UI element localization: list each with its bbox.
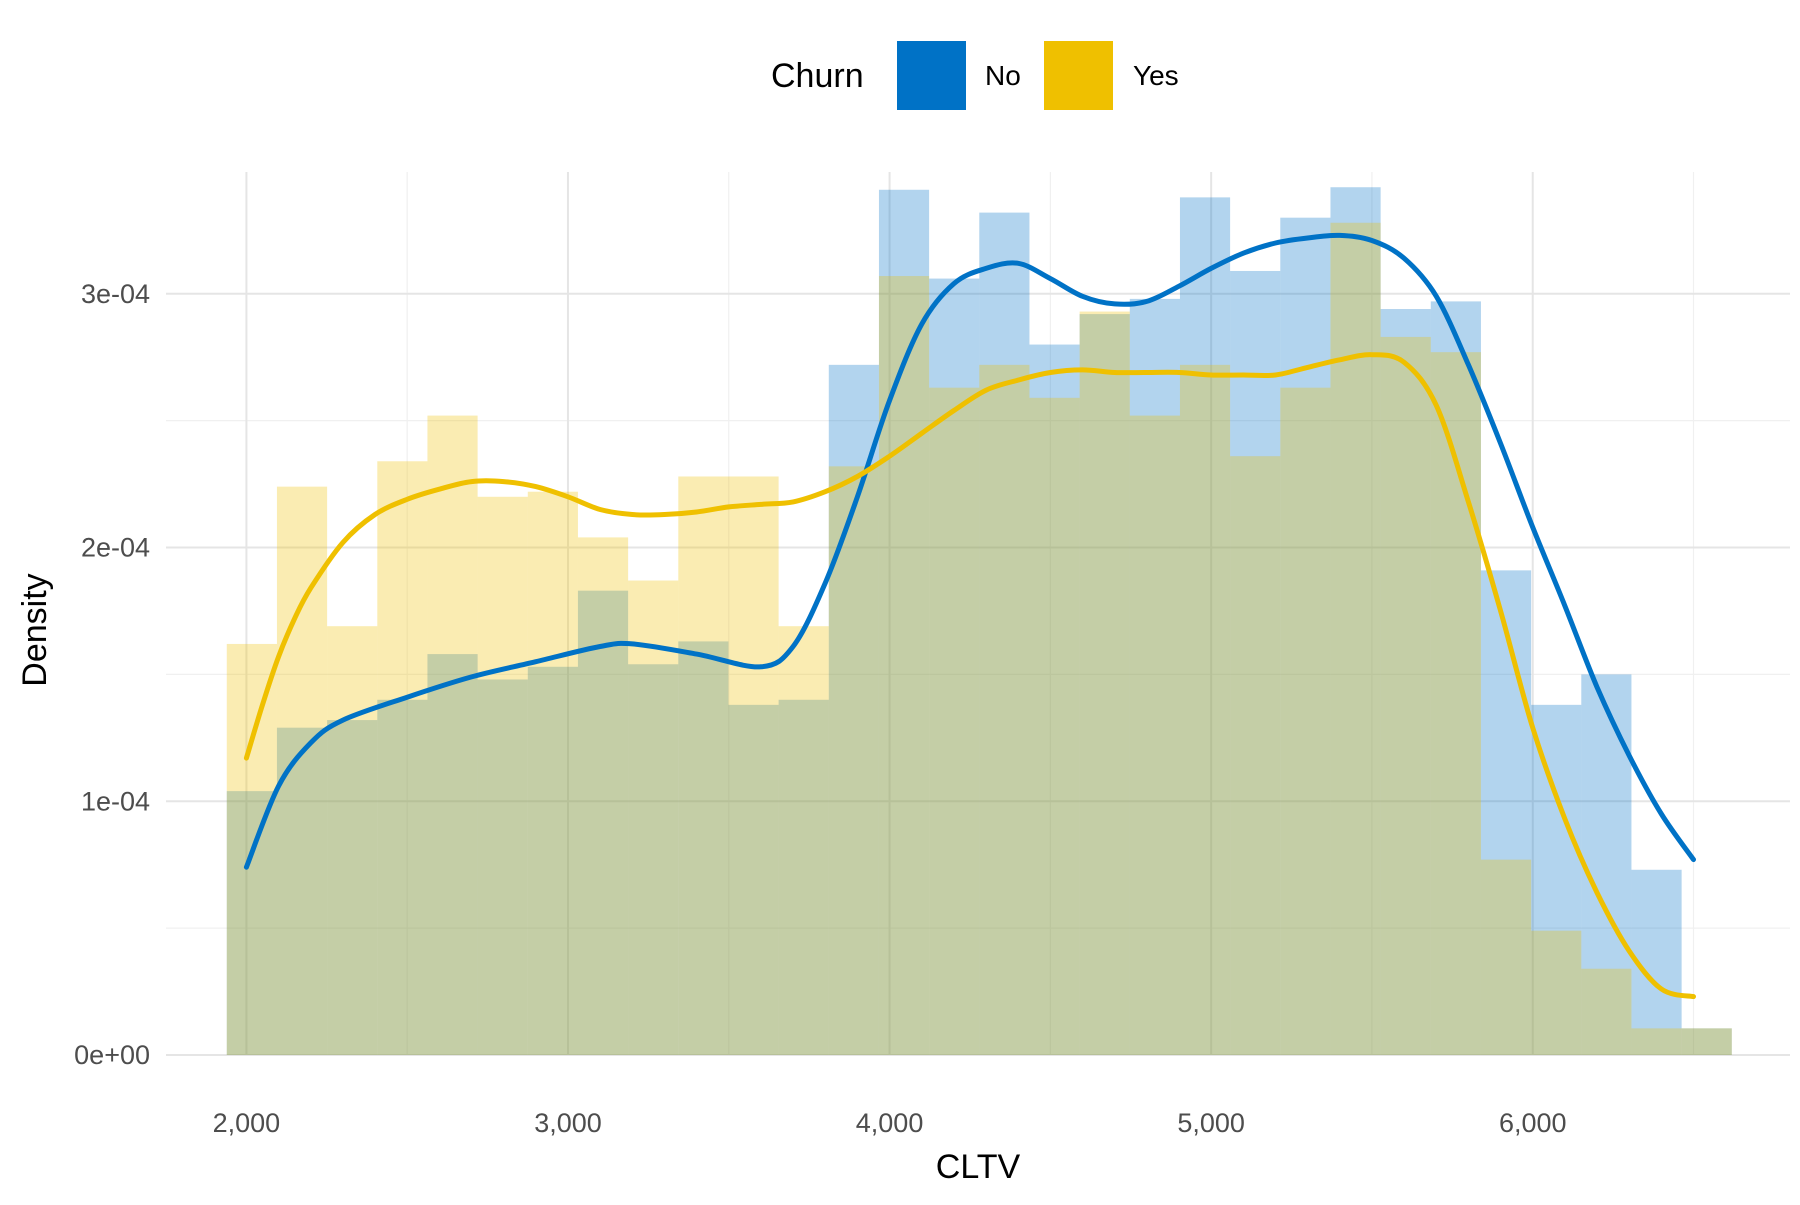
histogram-bar-yes xyxy=(1480,859,1532,1055)
histogram-bar-no xyxy=(1280,217,1331,1055)
x-axis-title: CLTV xyxy=(936,1148,1021,1186)
histogram-bar-yes xyxy=(828,466,879,1055)
histogram-bar-yes xyxy=(1230,456,1281,1055)
histogram-bar-yes xyxy=(477,496,528,1055)
histogram-bar-yes xyxy=(527,491,578,1055)
density-curves xyxy=(243,232,1696,1000)
histogram-bar-no xyxy=(979,212,1030,1055)
y-tick-label: 3e-04 xyxy=(81,279,150,309)
y-axis-title: Density xyxy=(16,573,54,686)
histogram-bar-no xyxy=(1430,301,1481,1056)
y-tick-label: 1e-04 xyxy=(81,786,150,816)
histogram-bar-yes xyxy=(427,415,478,1056)
density-line-no xyxy=(243,232,1696,870)
x-tick-label: 5,000 xyxy=(1177,1108,1245,1138)
y-tick-label: 2e-04 xyxy=(81,533,150,563)
histogram-bar-yes xyxy=(1280,387,1331,1055)
histogram-bar-yes xyxy=(377,461,428,1055)
legend-swatch-yes xyxy=(1044,41,1113,110)
x-tick-label: 4,000 xyxy=(856,1108,924,1138)
histogram-bar-no xyxy=(1681,1028,1732,1055)
legend-title: Churn xyxy=(771,57,864,95)
histogram-bar-no xyxy=(1129,298,1180,1056)
histogram-bar-no xyxy=(427,654,478,1055)
histogram-bar-yes xyxy=(878,276,930,1055)
x-tick-label: 6,000 xyxy=(1499,1108,1567,1138)
histogram-bar-yes xyxy=(1330,222,1381,1055)
density-line-yes xyxy=(243,352,1696,1000)
histogram-bar-no xyxy=(1029,344,1080,1055)
y-axis-tick-labels: 0e+00 1e-04 2e-04 3e-04 xyxy=(74,279,150,1070)
x-tick-label: 2,000 xyxy=(213,1108,281,1138)
histogram-bar-no xyxy=(628,664,679,1055)
legend: Churn No Yes xyxy=(771,41,1179,110)
histogram-bar-yes xyxy=(728,476,779,1055)
x-axis-tick-labels: 2,000 3,000 4,000 5,000 6,000 xyxy=(213,1108,1567,1138)
histogram-bar-no xyxy=(1531,704,1582,1055)
histogram-bar-yes xyxy=(577,537,629,1055)
histogram-bar-no xyxy=(1179,197,1231,1056)
y-tick-label: 0e+00 xyxy=(74,1040,150,1070)
histogram-bar-yes xyxy=(1179,364,1231,1055)
histogram-bar-yes xyxy=(778,626,829,1055)
histogram-bar-yes xyxy=(327,626,378,1055)
histogram-bar-no xyxy=(327,720,378,1055)
histogram-bar-no xyxy=(878,189,930,1056)
histogram-bar-no xyxy=(728,704,779,1055)
histogram-bar-no xyxy=(1079,314,1130,1056)
histogram-bar-no xyxy=(1330,187,1381,1056)
histogram-bar-yes xyxy=(1029,397,1080,1055)
legend-swatch-no xyxy=(897,41,966,110)
histogram-bars-yes xyxy=(226,222,1732,1056)
histogram-bar-no xyxy=(1380,309,1431,1056)
histogram-bar-no xyxy=(276,727,328,1055)
histogram-bar-yes xyxy=(1079,311,1130,1056)
histogram-bar-yes xyxy=(1380,336,1431,1055)
histogram-bar-yes xyxy=(1631,1028,1682,1055)
histogram-bar-yes xyxy=(628,580,679,1055)
histogram-bar-no xyxy=(1480,570,1532,1055)
histogram-bar-yes xyxy=(979,364,1030,1055)
histogram-bar-no xyxy=(527,666,578,1055)
histogram-bar-yes xyxy=(1531,930,1582,1055)
histogram-bar-yes xyxy=(929,387,980,1055)
histogram-bar-yes xyxy=(1129,415,1180,1056)
histogram-bar-no xyxy=(778,699,829,1055)
histogram-bar-no xyxy=(477,679,528,1055)
legend-label-no: No xyxy=(985,60,1021,91)
histogram-bar-no xyxy=(377,699,428,1055)
histogram-bar-no xyxy=(678,641,729,1055)
histogram-bar-yes xyxy=(678,476,729,1055)
grid-lines xyxy=(166,172,1790,1056)
histogram-bar-yes xyxy=(1681,1028,1732,1055)
histogram-bar-no xyxy=(226,791,277,1055)
histogram-bar-no xyxy=(577,590,629,1055)
x-tick-label: 3,000 xyxy=(534,1108,602,1138)
histogram-bar-yes xyxy=(1581,968,1632,1055)
histogram-bar-no xyxy=(1230,270,1281,1055)
legend-label-yes: Yes xyxy=(1133,60,1179,91)
